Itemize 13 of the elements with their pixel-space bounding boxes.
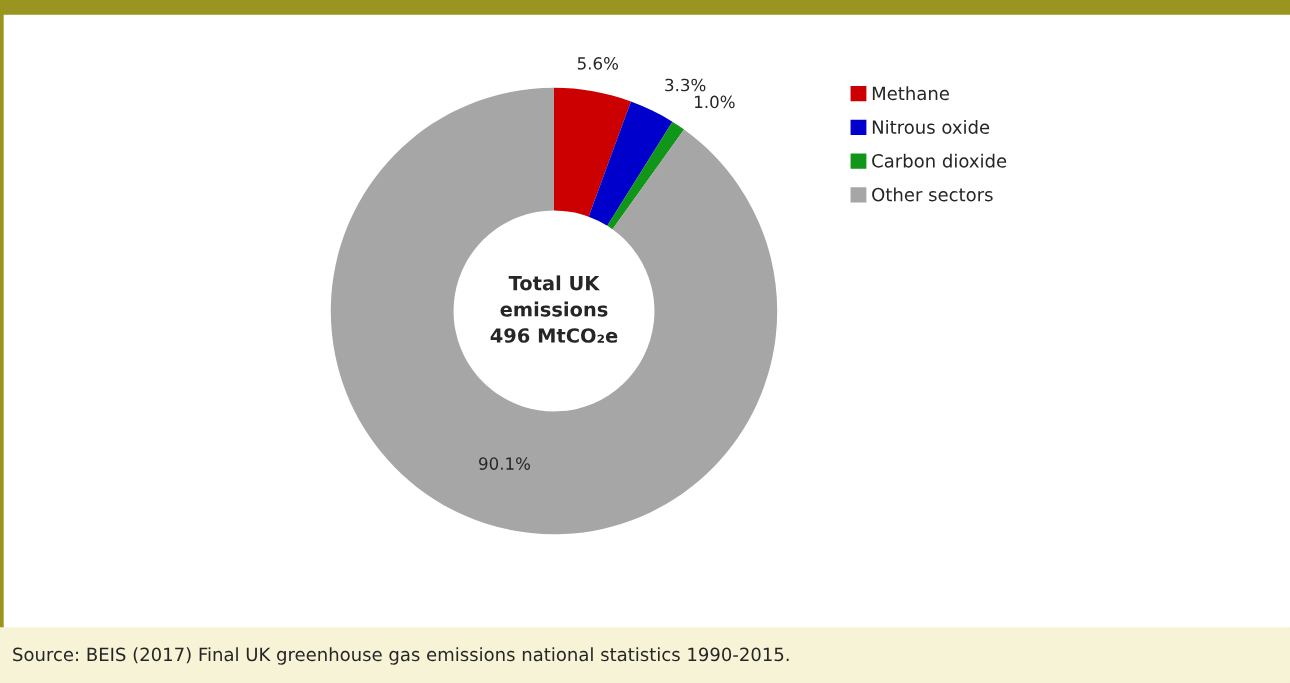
source-note: Source: BEIS (2017) Final UK greenhouse gas emissions national statistics 1990-2015. (13, 647, 789, 665)
legend-label: Nitrous oxide (872, 119, 990, 134)
legend-label: Methane (872, 86, 949, 101)
data-label: 1.0% (695, 95, 735, 109)
donut-slice (588, 101, 673, 226)
text: Total UK emissions 496 MtCO₂e (490, 275, 618, 343)
donut-slice (554, 87, 631, 217)
donut-slice (607, 121, 685, 230)
legend-label: Carbon dioxide (872, 153, 1007, 168)
data-label: 5.6% (577, 57, 619, 70)
data-label: 3.3% (665, 78, 706, 92)
data-label: 90.1% (479, 457, 531, 470)
legend-label: Other sectors (872, 187, 993, 202)
